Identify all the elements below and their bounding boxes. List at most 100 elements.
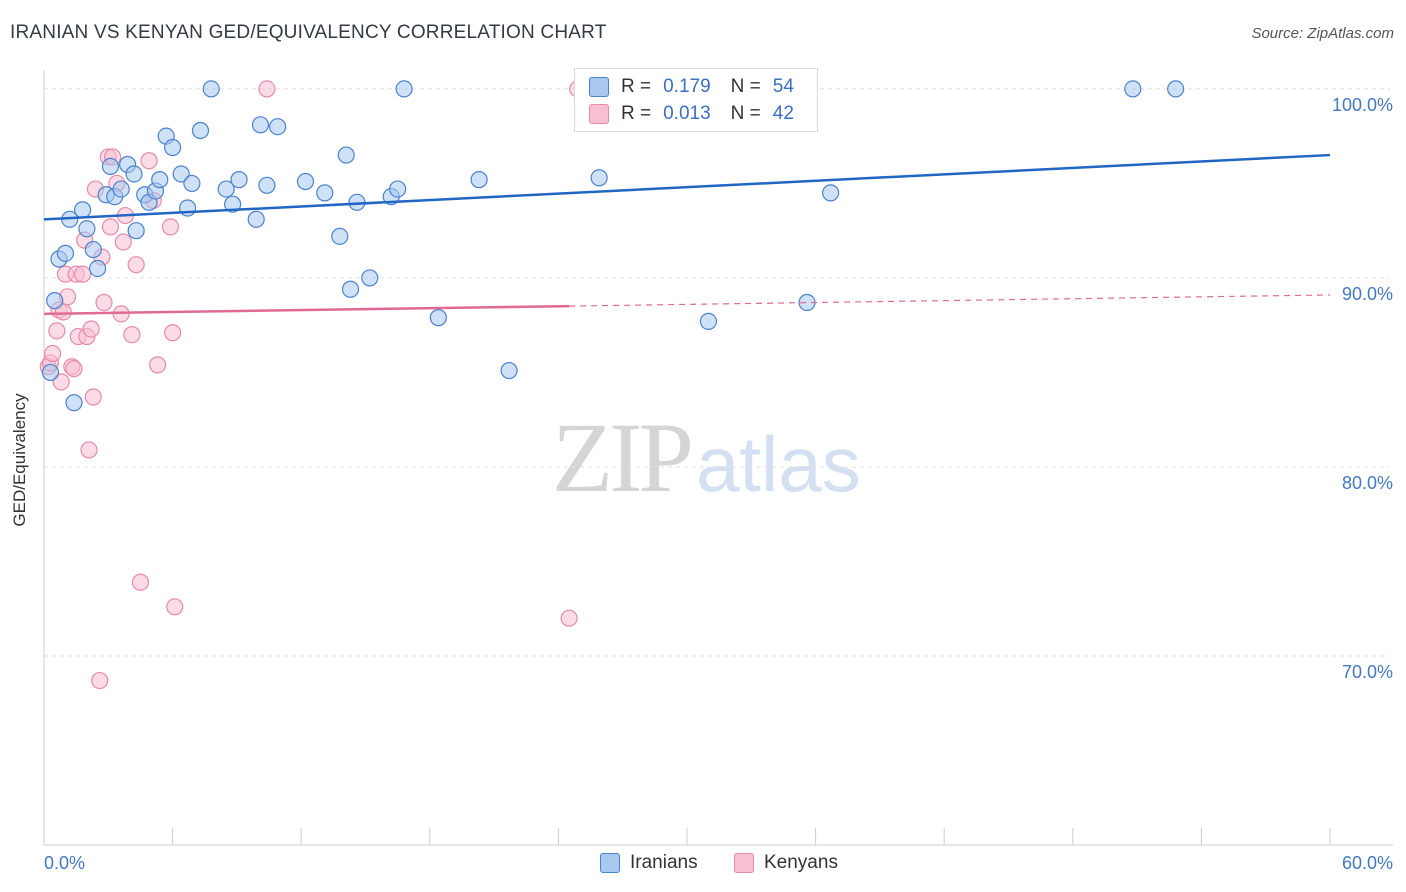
kenyans-swatch xyxy=(589,104,609,124)
y-tick-label-70: 70.0% xyxy=(1342,662,1393,682)
kenyans-point-38 xyxy=(166,598,184,616)
iranians-point-34 xyxy=(269,118,287,136)
grid-lines xyxy=(44,88,1390,657)
x-tick-label-max: 60.0% xyxy=(1342,853,1393,873)
iranians-point-52 xyxy=(1124,80,1142,98)
iranians-point-31 xyxy=(247,210,265,228)
iranians-swatch xyxy=(589,77,609,97)
kenyans-point-33 xyxy=(140,152,158,170)
iranians-point-44 xyxy=(395,80,413,98)
iranians-point-36 xyxy=(316,184,334,202)
iranians-point-41 xyxy=(361,269,379,287)
iranians-points xyxy=(41,80,1185,412)
kenyans-point-39 xyxy=(258,80,276,98)
tick-labels: 70.0% 80.0% 90.0% 100.0% 0.0% 60.0% xyxy=(44,95,1393,873)
kenyans-point-28 xyxy=(114,233,132,251)
kenyans-n-label: N = xyxy=(730,103,761,124)
iranians-n-label: N = xyxy=(730,76,761,97)
iranians-point-7 xyxy=(78,220,96,238)
axes xyxy=(43,70,1393,846)
iranians-point-6 xyxy=(73,201,92,219)
kenyans-point-10 xyxy=(65,360,83,378)
y-tick-label-80: 80.0% xyxy=(1342,473,1393,493)
iranians-point-45 xyxy=(429,309,447,327)
kenyans-r-value: 0.013 xyxy=(663,103,711,124)
iranians-point-29 xyxy=(224,195,242,213)
x-tick-label-min: 0.0% xyxy=(44,853,85,873)
iranians-point-8 xyxy=(84,240,102,259)
bottom-iranians-swatch xyxy=(600,853,620,873)
iranians-r-label: R = xyxy=(621,76,652,97)
y-tick-label-100: 100.0% xyxy=(1332,95,1393,115)
iranians-point-46 xyxy=(470,171,488,189)
kenyans-point-5 xyxy=(52,373,70,391)
iranians-point-5 xyxy=(65,394,83,412)
y-axis-label: GED/Equivalency xyxy=(10,393,29,527)
kenyans-point-16 xyxy=(82,320,100,338)
iranians-point-26 xyxy=(191,121,210,140)
kenyans-point-31 xyxy=(127,256,145,274)
kenyans-trend-line-extrapolated xyxy=(569,294,1331,307)
kenyans-point-19 xyxy=(80,441,98,459)
bottom-legend-kenyans: Kenyans xyxy=(734,852,838,874)
iranians-point-49 xyxy=(699,312,718,331)
kenyans-point-20 xyxy=(91,671,109,690)
iranians-point-13 xyxy=(112,180,130,198)
iranians-point-35 xyxy=(296,172,315,191)
kenyans-point-3 xyxy=(48,322,66,340)
stats-legend: R = 0.179 N = 54 R = 0.013 N = 42 xyxy=(574,68,818,132)
iranians-point-9 xyxy=(88,259,107,278)
kenyans-point-32 xyxy=(131,573,150,591)
iranians-point-48 xyxy=(590,169,608,187)
iranians-point-0 xyxy=(41,363,60,382)
iranians-r-value: 0.179 xyxy=(663,76,711,97)
kenyans-trend-line xyxy=(43,304,570,316)
kenyans-point-22 xyxy=(95,293,113,312)
legend-row-iranians: R = 0.179 N = 54 xyxy=(589,74,794,100)
kenyans-point-30 xyxy=(123,326,141,344)
iranians-point-47 xyxy=(500,361,518,380)
bottom-kenyans-swatch xyxy=(734,853,754,873)
iranians-point-20 xyxy=(151,171,169,189)
iranians-point-28 xyxy=(217,180,235,198)
iranians-point-33 xyxy=(258,176,276,194)
kenyans-r-label: R = xyxy=(621,103,652,124)
kenyans-point-24 xyxy=(101,218,120,236)
bottom-kenyans-label: Kenyans xyxy=(764,852,838,873)
kenyans-point-13 xyxy=(73,265,92,283)
kenyans-point-35 xyxy=(148,356,167,374)
iranians-point-11 xyxy=(101,157,120,176)
chart-title: IRANIAN VS KENYAN GED/EQUIVALENCY CORREL… xyxy=(10,22,607,43)
trend-lines xyxy=(43,153,1331,316)
iranians-point-3 xyxy=(56,244,75,262)
bottom-legend-iranians: Iranians xyxy=(600,852,698,874)
iranians-point-39 xyxy=(341,280,360,298)
iranians-point-16 xyxy=(127,222,145,240)
kenyans-points xyxy=(39,80,587,690)
y-tick-label-90: 90.0% xyxy=(1342,284,1393,304)
kenyans-point-36 xyxy=(161,218,180,236)
kenyans-point-40 xyxy=(560,609,578,627)
watermark-zip: ZIP xyxy=(552,402,694,513)
iranians-point-1 xyxy=(46,292,64,310)
kenyans-n-value: 42 xyxy=(772,103,794,124)
iranians-point-23 xyxy=(172,165,190,183)
iranians-point-51 xyxy=(822,184,840,202)
iranians-point-30 xyxy=(230,171,248,189)
kenyans-point-2 xyxy=(43,344,62,363)
iranians-point-37 xyxy=(331,227,349,245)
iranians-point-25 xyxy=(183,174,201,193)
kenyans-point-17 xyxy=(84,388,102,406)
iranians-point-22 xyxy=(164,138,182,157)
legend-row-kenyans: R = 0.013 N = 42 xyxy=(589,101,794,127)
iranians-point-32 xyxy=(251,116,270,134)
iranians-point-43 xyxy=(389,180,407,198)
iranians-point-27 xyxy=(202,80,220,98)
iranians-point-53 xyxy=(1167,80,1185,98)
kenyans-point-37 xyxy=(164,324,182,342)
watermark: ZIPatlas xyxy=(552,400,861,515)
iranians-trend-line xyxy=(43,153,1331,221)
source-label: Source: ZipAtlas.com xyxy=(1251,25,1394,42)
iranians-point-15 xyxy=(125,165,143,183)
